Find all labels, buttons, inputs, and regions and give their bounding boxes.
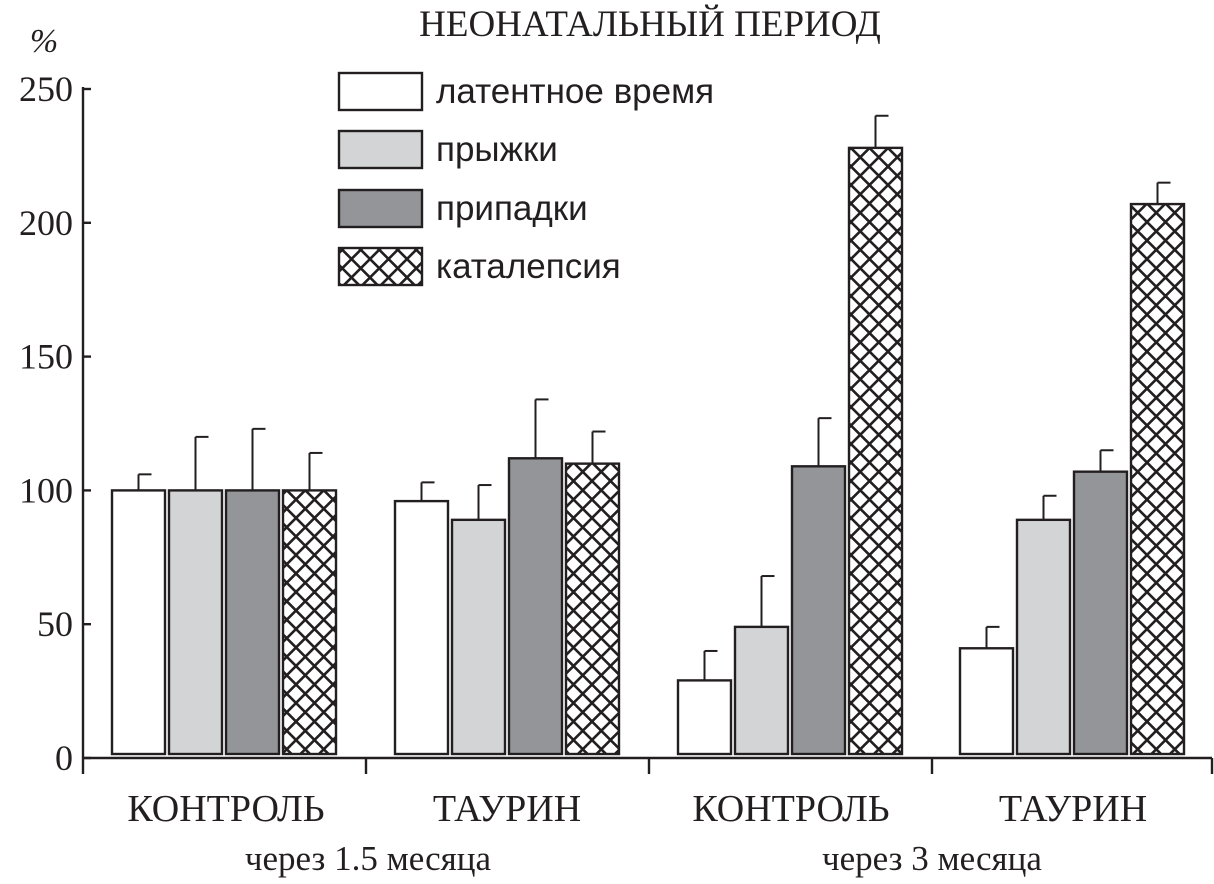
y-tick-label: 100 bbox=[19, 470, 73, 510]
legend-label: каталепсия bbox=[436, 247, 621, 286]
x-axis bbox=[81, 756, 1214, 774]
legend-label: прыжки bbox=[436, 130, 558, 169]
bar-dark-gray bbox=[790, 465, 847, 756]
category-label: КОНТРОЛЬ bbox=[692, 788, 889, 830]
bar-light-gray bbox=[733, 625, 790, 756]
legend-swatch-dark-gray bbox=[337, 188, 424, 229]
bar-white bbox=[110, 489, 167, 756]
bar-white bbox=[958, 647, 1015, 756]
bar-light-gray bbox=[450, 518, 507, 756]
bar-dark-gray bbox=[507, 457, 564, 756]
category-label: ТАУРИН bbox=[433, 788, 581, 830]
bar-white bbox=[676, 679, 733, 756]
bar-crosshatch bbox=[1129, 202, 1186, 756]
legend-swatch-light-gray bbox=[337, 129, 424, 170]
group-label: через 1.5 месяца bbox=[245, 839, 492, 878]
y-tick-label: 200 bbox=[19, 203, 73, 243]
bars bbox=[110, 114, 1186, 756]
y-tick-label: 250 bbox=[19, 69, 73, 109]
legend-swatch-white bbox=[337, 71, 424, 112]
bar-dark-gray bbox=[1072, 470, 1129, 756]
y-axis: 0 50 100 150 200 250 bbox=[19, 69, 91, 778]
legend-label: припадки bbox=[436, 189, 588, 228]
category-label: ТАУРИН bbox=[999, 788, 1147, 830]
legend: латентное время прыжки припадки каталепсия bbox=[337, 71, 714, 287]
category-label: КОНТРОЛЬ bbox=[127, 788, 324, 830]
y-axis-label: % bbox=[30, 23, 58, 60]
bar-crosshatch bbox=[847, 146, 904, 756]
bar-crosshatch bbox=[564, 462, 621, 756]
x-labels: КОНТРОЛЬ ТАУРИН КОНТРОЛЬ ТАУРИН через 1.5 ме… bbox=[127, 788, 1147, 878]
bar-white bbox=[393, 499, 450, 756]
bar-light-gray bbox=[1015, 518, 1072, 756]
bar-light-gray bbox=[167, 489, 224, 756]
legend-label: латентное время bbox=[436, 72, 714, 111]
group-label: через 3 месяца bbox=[822, 839, 1042, 878]
chart-title: НЕОНАТАЛЬНЫЙ ПЕРИОД bbox=[419, 3, 881, 45]
bar-dark-gray bbox=[224, 489, 281, 756]
y-tick-label: 150 bbox=[19, 337, 73, 377]
legend-swatch-crosshatch bbox=[337, 246, 424, 287]
y-tick-label: 50 bbox=[37, 604, 73, 644]
y-tick-label: 0 bbox=[55, 738, 73, 778]
bar-crosshatch bbox=[281, 489, 338, 756]
